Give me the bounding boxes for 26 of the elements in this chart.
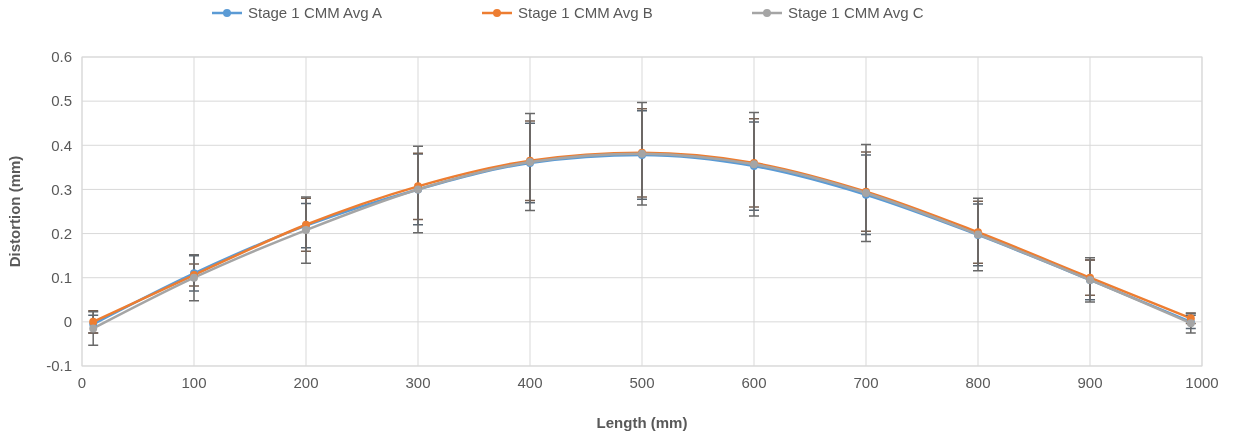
y-tick-label: 0.3 (51, 180, 72, 198)
x-tick-label: 100 (181, 374, 207, 391)
y-tick-label: 0.5 (51, 92, 72, 110)
y-tick-label: 0.1 (51, 268, 72, 286)
y-tick-label: 0.4 (51, 136, 72, 154)
y-tick-label: 0.2 (51, 224, 72, 242)
legend-label: Stage 1 CMM Avg A (248, 4, 382, 21)
x-tick-label: 300 (405, 374, 431, 391)
x-tick-label: 400 (517, 374, 543, 391)
x-tick-label: 700 (853, 374, 879, 391)
point (302, 226, 310, 235)
x-tick-label: 500 (629, 374, 655, 391)
x-tick-label: 0 (77, 374, 87, 391)
y-tick-label: 0 (63, 313, 72, 331)
point (89, 324, 98, 333)
x-tick-label: 900 (1077, 374, 1103, 391)
x-axis-title: Length (mm) (596, 414, 688, 431)
x-tick-label: 1000 (1185, 374, 1219, 391)
y-axis-title: Distortion (mm) (6, 155, 23, 268)
x-tick-label: 200 (293, 374, 319, 391)
legend-label: Stage 1 CMM Avg C (788, 4, 924, 21)
legend-label: Stage 1 CMM Avg B (518, 4, 653, 21)
y-tick-label: -0.1 (46, 357, 72, 375)
x-tick-label: 800 (965, 374, 991, 391)
x-tick-label: 600 (741, 374, 767, 391)
y-tick-label: 0.6 (51, 48, 72, 66)
